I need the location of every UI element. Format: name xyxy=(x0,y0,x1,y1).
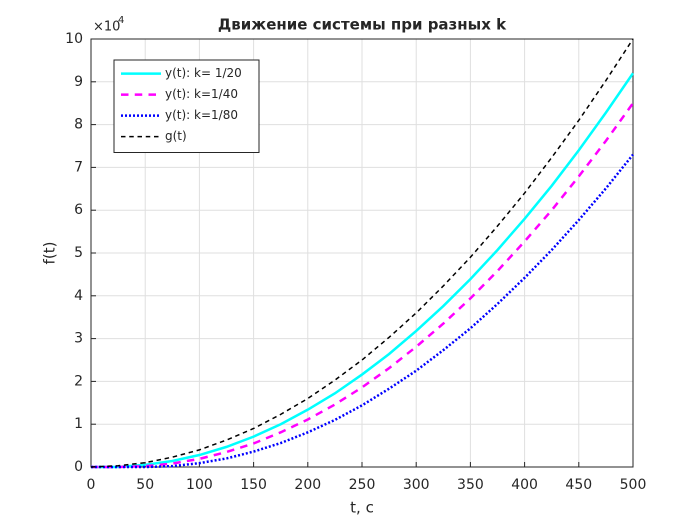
y-tick-label: 6 xyxy=(74,202,83,218)
series-line xyxy=(90,38,634,468)
y-axis-label: f(t) xyxy=(41,242,59,265)
legend-label: y(t): k=1/40 xyxy=(165,87,238,101)
y-tick-label: 2 xyxy=(74,373,83,389)
y-tick-label: 4 xyxy=(74,288,83,304)
x-tick-label: 100 xyxy=(186,477,213,493)
legend-label: y(t): k= 1/20 xyxy=(165,66,242,80)
x-tick-label: 150 xyxy=(240,477,267,493)
x-tick-label: 500 xyxy=(620,477,647,493)
x-axis-label: t, c xyxy=(350,499,374,517)
y-tick-label: 10 xyxy=(65,31,83,47)
x-tick-label: 350 xyxy=(457,477,484,493)
y-multiplier: ×10 xyxy=(93,20,120,35)
x-tick-label: 450 xyxy=(565,477,592,493)
y-tick-label: 7 xyxy=(74,159,83,175)
x-tick-label: 50 xyxy=(136,477,154,493)
y-tick-label: 8 xyxy=(74,117,83,133)
y-multiplier-exponent: 4 xyxy=(118,15,124,26)
x-tick-label: 200 xyxy=(294,477,321,493)
y-tick-label: 5 xyxy=(74,245,83,261)
legend-label: y(t): k=1/80 xyxy=(165,108,238,122)
y-tick-label: 1 xyxy=(74,416,83,432)
legend-label: g(t) xyxy=(165,129,187,143)
chart-title: Движение системы при разных k xyxy=(218,16,507,34)
y-tick-label: 3 xyxy=(74,331,83,347)
x-tick-label: 250 xyxy=(349,477,376,493)
x-tick-label: 0 xyxy=(87,477,96,493)
series-line xyxy=(91,72,635,469)
axes-box xyxy=(90,38,634,468)
y-tick-label: 0 xyxy=(74,459,83,475)
x-tick-label: 300 xyxy=(403,477,430,493)
y-tick-label: 9 xyxy=(74,74,83,90)
x-tick-label: 400 xyxy=(511,477,538,493)
